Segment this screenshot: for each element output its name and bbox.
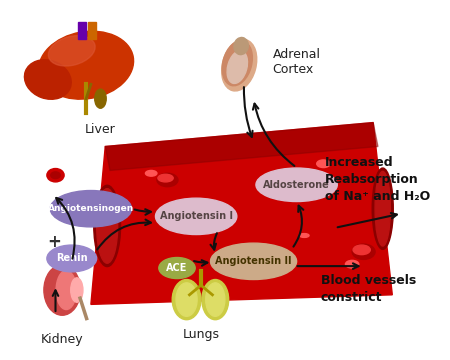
- Ellipse shape: [94, 185, 121, 267]
- Text: ACE: ACE: [166, 263, 188, 273]
- Text: Angiotensin II: Angiotensin II: [215, 256, 292, 266]
- Text: Aldosterone: Aldosterone: [263, 180, 330, 190]
- Ellipse shape: [317, 160, 334, 171]
- Text: Renin: Renin: [56, 253, 88, 264]
- Ellipse shape: [346, 260, 359, 268]
- Ellipse shape: [50, 190, 131, 227]
- Ellipse shape: [157, 173, 178, 187]
- Ellipse shape: [95, 89, 106, 108]
- Text: +: +: [48, 233, 62, 251]
- Text: Liver: Liver: [85, 123, 116, 136]
- Ellipse shape: [375, 171, 391, 246]
- Ellipse shape: [211, 243, 297, 279]
- Ellipse shape: [202, 279, 229, 320]
- Ellipse shape: [372, 168, 393, 249]
- Ellipse shape: [48, 36, 95, 66]
- Text: Adrenal
Cortex: Adrenal Cortex: [273, 48, 321, 76]
- Bar: [78, 22, 86, 39]
- Text: Kidney: Kidney: [41, 333, 84, 346]
- Ellipse shape: [176, 283, 197, 316]
- Ellipse shape: [44, 265, 81, 315]
- Ellipse shape: [172, 279, 201, 320]
- Ellipse shape: [256, 168, 338, 202]
- Ellipse shape: [353, 245, 370, 255]
- Ellipse shape: [71, 278, 83, 302]
- Ellipse shape: [145, 170, 157, 176]
- Ellipse shape: [234, 37, 248, 55]
- Ellipse shape: [317, 160, 330, 167]
- Ellipse shape: [158, 174, 173, 182]
- Ellipse shape: [352, 244, 375, 260]
- Ellipse shape: [56, 270, 76, 310]
- Ellipse shape: [227, 51, 248, 84]
- Text: Angiotensinogen: Angiotensinogen: [48, 204, 134, 213]
- Ellipse shape: [39, 31, 134, 99]
- Ellipse shape: [206, 283, 225, 316]
- Ellipse shape: [222, 41, 252, 86]
- Text: Lungs: Lungs: [182, 328, 220, 341]
- Text: Angiotensin I: Angiotensin I: [160, 211, 233, 221]
- Bar: [88, 22, 96, 39]
- Ellipse shape: [24, 60, 71, 99]
- Ellipse shape: [97, 189, 118, 263]
- Ellipse shape: [145, 170, 161, 180]
- Ellipse shape: [47, 168, 64, 182]
- Ellipse shape: [159, 257, 195, 279]
- Ellipse shape: [51, 172, 60, 179]
- Polygon shape: [91, 123, 392, 305]
- Ellipse shape: [300, 234, 309, 237]
- Ellipse shape: [156, 198, 237, 234]
- Ellipse shape: [346, 260, 363, 272]
- Text: Blood vessels
constrict: Blood vessels constrict: [320, 274, 416, 304]
- Text: Increased
Reabsorption
of Na⁺ and H₂O: Increased Reabsorption of Na⁺ and H₂O: [325, 156, 431, 203]
- Ellipse shape: [300, 234, 313, 241]
- Ellipse shape: [222, 39, 257, 91]
- Ellipse shape: [47, 245, 97, 272]
- Polygon shape: [105, 123, 378, 170]
